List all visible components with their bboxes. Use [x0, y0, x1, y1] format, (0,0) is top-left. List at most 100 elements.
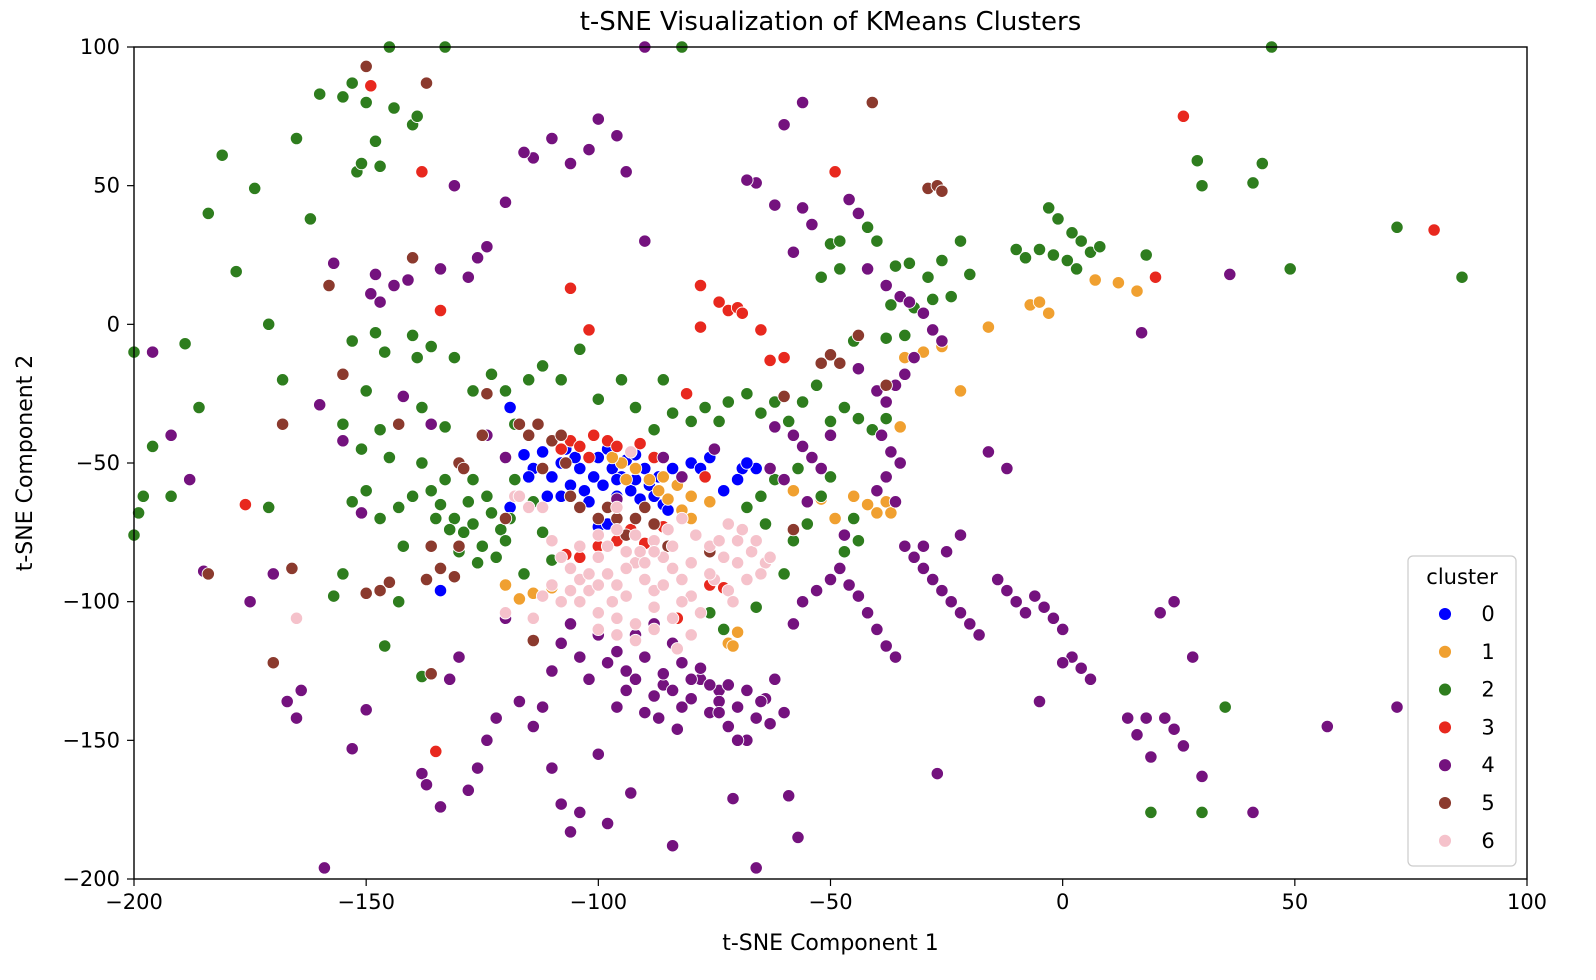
data-point [902, 256, 917, 270]
data-point [1195, 179, 1209, 193]
data-point [684, 628, 698, 642]
data-point [870, 484, 884, 498]
data-point [545, 534, 559, 548]
data-point [684, 489, 698, 503]
data-point [313, 398, 327, 412]
data-point [591, 578, 605, 592]
data-point [661, 522, 675, 537]
data-point [345, 76, 359, 90]
data-point [447, 179, 462, 193]
data-point [749, 600, 763, 614]
x-tick-label: 100 [1507, 890, 1547, 914]
legend-item-6: 6 [1438, 829, 1495, 853]
data-point [596, 478, 610, 492]
data-point [916, 539, 931, 553]
data-point [926, 572, 940, 587]
data-point [754, 567, 768, 581]
data-point [610, 129, 624, 143]
data-point [642, 472, 657, 487]
y-tick-label: 100 [80, 35, 120, 59]
data-point [489, 711, 503, 725]
data-point [498, 578, 513, 592]
legend-marker [1438, 833, 1452, 848]
data-point [638, 650, 652, 664]
data-point [563, 156, 578, 171]
data-point [322, 278, 336, 293]
data-point [438, 472, 452, 487]
data-point [1069, 262, 1084, 276]
data-point [419, 76, 434, 90]
data-point [563, 583, 578, 598]
data-point [466, 472, 480, 487]
data-point [730, 700, 745, 714]
data-point [559, 456, 573, 470]
data-point [573, 550, 587, 564]
data-point [963, 617, 977, 631]
data-point [303, 212, 318, 226]
data-point [591, 392, 605, 406]
data-point [461, 783, 475, 797]
data-point [647, 600, 661, 614]
data-point [438, 420, 452, 434]
data-point [684, 672, 698, 686]
data-point [730, 556, 745, 570]
data-point [935, 583, 949, 598]
data-point [392, 500, 406, 515]
data-point [610, 611, 624, 625]
data-point [517, 567, 531, 581]
data-point [433, 561, 448, 576]
data-point [582, 323, 596, 337]
data-point [693, 320, 708, 334]
data-point [782, 789, 796, 803]
data-point [963, 267, 977, 282]
data-point [554, 550, 568, 564]
data-point [633, 436, 647, 451]
data-point [1083, 672, 1098, 686]
data-point [396, 389, 410, 404]
data-point [201, 567, 215, 581]
data-point [628, 672, 643, 686]
data-point [823, 470, 838, 484]
data-point [647, 423, 661, 437]
data-point [475, 539, 489, 553]
data-point [201, 206, 215, 221]
series-4 [145, 40, 1404, 875]
data-point [1032, 694, 1047, 709]
data-point [373, 511, 387, 526]
chart-title: t-SNE Visualization of KMeans Clusters [580, 7, 1082, 37]
data-point [926, 292, 940, 307]
data-point [768, 198, 782, 212]
data-point [429, 511, 443, 526]
data-point [888, 650, 903, 664]
data-point [522, 470, 536, 484]
data-point [535, 700, 550, 714]
data-point [582, 672, 596, 686]
data-point [837, 545, 852, 559]
data-point [791, 461, 805, 476]
data-point [452, 539, 466, 553]
data-point [786, 617, 801, 631]
data-point [498, 195, 513, 209]
data-point [164, 489, 178, 503]
data-point [754, 489, 768, 503]
data-point [763, 550, 777, 564]
data-point [215, 148, 229, 162]
data-point [345, 495, 359, 509]
data-point [795, 439, 810, 454]
data-point [675, 470, 689, 484]
data-point [1195, 805, 1209, 820]
data-point [1320, 719, 1334, 734]
series-6 [289, 445, 777, 656]
data-point [953, 606, 968, 620]
data-point [860, 497, 875, 512]
data-point [777, 389, 791, 404]
data-point [610, 500, 624, 515]
data-point [926, 323, 940, 337]
data-point [837, 400, 852, 415]
data-point [373, 295, 387, 309]
data-point [953, 384, 968, 398]
data-point [605, 595, 619, 609]
data-point [879, 639, 893, 653]
data-point [238, 497, 253, 512]
